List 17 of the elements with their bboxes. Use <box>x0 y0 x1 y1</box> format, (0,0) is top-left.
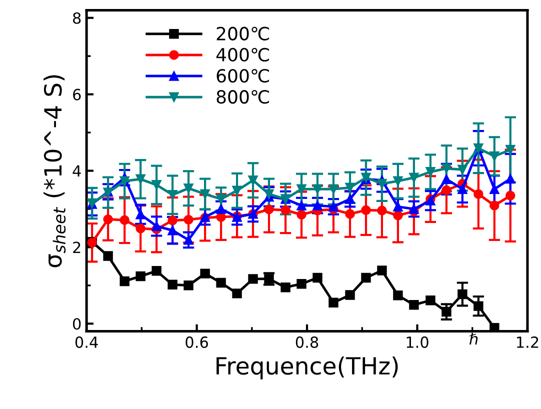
x-axis-title: Frequence(THz) <box>216 356 398 380</box>
legend-label: 400℃ <box>216 48 269 62</box>
y-tick-label: 8 <box>73 12 81 24</box>
y-tick-label: 2 <box>73 242 80 254</box>
x-tick-label: 1.0 <box>406 336 428 348</box>
y-tick-label: 4 <box>72 165 81 177</box>
x-tick-label: 0.6 <box>186 336 208 348</box>
y-axis-title: σ$_{sheet}$ (*10^-4 S) <box>44 75 66 268</box>
x-tick-label: 0.8 <box>296 336 318 348</box>
text: ℏ <box>470 332 478 345</box>
legend-label: 200℃ <box>216 26 269 40</box>
x-tick-label: 1.2 <box>517 336 538 348</box>
y-tick-label: 6 <box>73 88 81 100</box>
x-tick-label: 0.4 <box>75 336 98 348</box>
y-tick-label: 0 <box>72 318 81 330</box>
legend-label: 600℃ <box>216 68 269 83</box>
legend-label: 800℃ <box>216 90 269 104</box>
